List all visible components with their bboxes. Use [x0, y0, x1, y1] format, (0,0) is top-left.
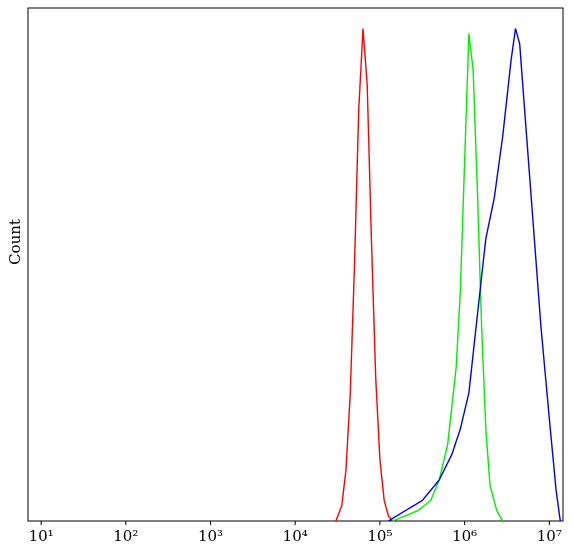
x-tick-label: 10²	[113, 527, 138, 545]
x-tick-label: 10³	[198, 527, 223, 545]
x-tick-label: 10⁵	[367, 527, 392, 545]
histogram-line	[335, 28, 394, 522]
y-axis-label: Count	[6, 219, 24, 265]
x-tick-label: 10⁷	[537, 527, 562, 545]
histogram-line	[392, 33, 504, 522]
x-tick-label: 10⁴	[283, 527, 308, 545]
x-tick-label: 10⁶	[452, 527, 477, 545]
histogram-line	[388, 28, 561, 522]
x-tick-label: 10¹	[29, 527, 54, 545]
